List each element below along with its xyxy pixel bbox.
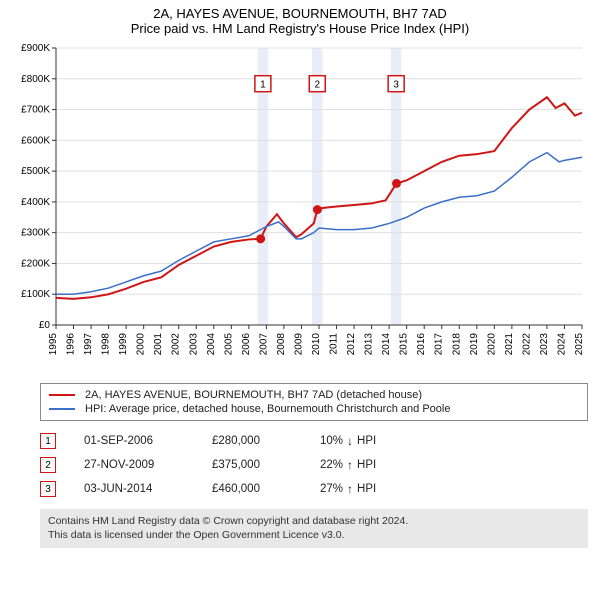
svg-text:1: 1 — [260, 80, 266, 91]
svg-text:2025: 2025 — [574, 333, 585, 356]
footer-line2: This data is licensed under the Open Gov… — [48, 529, 580, 543]
svg-text:2005: 2005 — [223, 333, 234, 356]
svg-text:1999: 1999 — [118, 333, 129, 356]
svg-text:£700K: £700K — [21, 105, 50, 116]
chart-title-line1: 2A, HAYES AVENUE, BOURNEMOUTH, BH7 7AD — [4, 6, 596, 21]
svg-text:2018: 2018 — [451, 333, 462, 356]
legend-label: 2A, HAYES AVENUE, BOURNEMOUTH, BH7 7AD (… — [85, 389, 422, 401]
sale-delta: 22%↑HPI — [320, 458, 376, 472]
sale-delta: 27%↑HPI — [320, 482, 376, 496]
svg-text:2: 2 — [314, 80, 320, 91]
svg-text:£500K: £500K — [21, 166, 50, 177]
sales-table: 1 01-SEP-2006 £280,000 10%↓HPI 2 27-NOV-2009 £… — [40, 429, 588, 501]
svg-text:£100K: £100K — [21, 289, 50, 300]
legend: 2A, HAYES AVENUE, BOURNEMOUTH, BH7 7AD (… — [40, 383, 588, 421]
svg-text:£0: £0 — [39, 320, 51, 331]
svg-text:2020: 2020 — [486, 333, 497, 356]
sale-date: 01-SEP-2006 — [84, 435, 184, 447]
svg-text:2013: 2013 — [364, 333, 375, 356]
svg-text:2004: 2004 — [206, 333, 217, 356]
legend-item: HPI: Average price, detached house, Bour… — [49, 402, 579, 416]
footer-note: Contains HM Land Registry data © Crown c… — [40, 509, 588, 548]
svg-text:2003: 2003 — [188, 333, 199, 356]
svg-text:2000: 2000 — [136, 333, 147, 356]
svg-text:2001: 2001 — [153, 333, 164, 356]
sale-date: 27-NOV-2009 — [84, 459, 184, 471]
svg-text:2002: 2002 — [171, 333, 182, 356]
svg-text:2014: 2014 — [381, 333, 392, 356]
legend-swatch — [49, 408, 75, 410]
sale-row: 1 01-SEP-2006 £280,000 10%↓HPI — [40, 429, 588, 453]
sale-marker: 2 — [40, 457, 56, 473]
chart-area: £0 £100K £200K £300K £400K £500K £600K £700K £80… — [10, 42, 590, 377]
arrow-up-icon: ↑ — [347, 482, 353, 496]
svg-text:£300K: £300K — [21, 228, 50, 239]
svg-text:2007: 2007 — [258, 333, 269, 356]
svg-text:3: 3 — [393, 80, 399, 91]
sale-marker: 1 — [40, 433, 56, 449]
svg-text:2012: 2012 — [346, 333, 357, 356]
svg-text:1996: 1996 — [66, 333, 77, 356]
footer-line1: Contains HM Land Registry data © Crown c… — [48, 515, 580, 529]
svg-text:2010: 2010 — [311, 333, 322, 356]
sale-price: £460,000 — [212, 483, 292, 495]
svg-text:2019: 2019 — [469, 333, 480, 356]
arrow-up-icon: ↑ — [347, 458, 353, 472]
line-chart: £0 £100K £200K £300K £400K £500K £600K £700K £80… — [10, 42, 590, 377]
svg-text:2011: 2011 — [329, 333, 340, 355]
chart-title-block: 2A, HAYES AVENUE, BOURNEMOUTH, BH7 7AD P… — [0, 0, 600, 40]
sale-row: 2 27-NOV-2009 £375,000 22%↑HPI — [40, 453, 588, 477]
svg-text:2017: 2017 — [434, 333, 445, 356]
svg-text:2016: 2016 — [416, 333, 427, 356]
svg-text:1997: 1997 — [83, 333, 94, 356]
svg-text:1995: 1995 — [48, 333, 59, 356]
svg-text:2021: 2021 — [504, 333, 515, 356]
arrow-down-icon: ↓ — [347, 434, 353, 448]
svg-text:£400K: £400K — [21, 197, 50, 208]
svg-text:2009: 2009 — [293, 333, 304, 356]
svg-text:£900K: £900K — [21, 43, 50, 54]
sale-price: £375,000 — [212, 459, 292, 471]
svg-text:2023: 2023 — [539, 333, 550, 356]
svg-text:2006: 2006 — [241, 333, 252, 356]
legend-swatch — [49, 394, 75, 396]
svg-text:1998: 1998 — [101, 333, 112, 356]
svg-text:2008: 2008 — [276, 333, 287, 356]
svg-text:£600K: £600K — [21, 135, 50, 146]
svg-text:£800K: £800K — [21, 74, 50, 85]
legend-label: HPI: Average price, detached house, Bour… — [85, 403, 450, 415]
sale-row: 3 03-JUN-2014 £460,000 27%↑HPI — [40, 477, 588, 501]
svg-text:£200K: £200K — [21, 258, 50, 269]
svg-text:2024: 2024 — [556, 333, 567, 356]
svg-text:2015: 2015 — [399, 333, 410, 356]
sale-marker: 3 — [40, 481, 56, 497]
sale-delta: 10%↓HPI — [320, 434, 376, 448]
svg-text:2022: 2022 — [521, 333, 532, 356]
sale-date: 03-JUN-2014 — [84, 483, 184, 495]
chart-title-line2: Price paid vs. HM Land Registry's House … — [4, 21, 596, 36]
sale-price: £280,000 — [212, 435, 292, 447]
legend-item: 2A, HAYES AVENUE, BOURNEMOUTH, BH7 7AD (… — [49, 388, 579, 402]
